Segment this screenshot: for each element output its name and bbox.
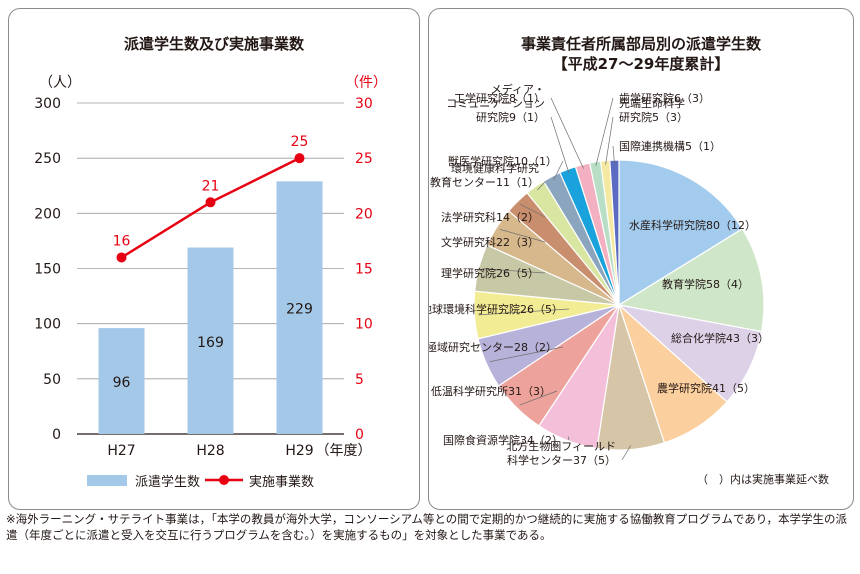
line-value-label: 25 — [291, 134, 309, 150]
leader-line — [519, 390, 558, 406]
legend-bar-swatch — [87, 475, 127, 486]
bar — [276, 181, 323, 434]
students-projects-chart-panel: 派遣学生数及び実施事業数 （人） （件） 96 169 229 16 21 25 0 50… — [8, 8, 420, 510]
right-axis-unit: （件） — [345, 75, 387, 91]
leader-line — [621, 445, 631, 461]
right-tick-label: 20 — [355, 206, 373, 222]
leader-line — [605, 116, 614, 165]
legend-bar-label: 派遣学生数 — [135, 474, 200, 490]
pie-note: （ ）内は実施事業延べ数 — [697, 472, 829, 486]
right-tick-label: 5 — [355, 372, 364, 388]
pie-slice-label: 歯学研究院6（3） — [619, 91, 710, 105]
bar — [187, 247, 234, 434]
pie-slice-label: 低温科学研究所31（3） — [431, 384, 551, 398]
right-tick-label: 0 — [355, 427, 364, 443]
pie-slice-label: 北方生物圏フィールド科学センター37（5） — [506, 439, 616, 467]
pie-title-line: 事業責任者所属部局別の派遣学生数 — [521, 35, 762, 53]
leader-line — [499, 229, 546, 243]
leader-line — [482, 268, 546, 274]
line-value-label: 21 — [202, 178, 220, 194]
pie-chart: 事業責任者所属部局別の派遣学生数【平成27〜29年度累計】 水産科学研究院80（… — [415, 35, 829, 486]
left-tick-label: 100 — [34, 317, 61, 333]
pie-slice-label: 環境健康科学研究教育センター11（1） — [430, 161, 539, 189]
pie-slice-label: 国際連携機構5（1） — [619, 139, 721, 153]
left-tick-label: 250 — [34, 151, 61, 167]
right-tick-label: 30 — [355, 96, 373, 112]
pie-slice — [617, 227, 765, 333]
pie-title-line: 【平成27〜29年度累計】 — [553, 55, 730, 73]
leader-line — [489, 346, 564, 362]
x-tick-label: H29 — [285, 443, 313, 459]
pie-slice-label: 理学研究院26（5） — [441, 266, 539, 280]
x-unit-label: （年度） — [316, 443, 372, 459]
line-series — [120, 157, 301, 259]
left-tick-label: 200 — [34, 206, 61, 222]
left-tick-label: 150 — [34, 262, 61, 278]
leader-line — [550, 116, 570, 174]
leader-line — [537, 181, 546, 191]
right-tick-label: 15 — [355, 262, 373, 278]
legend-line-label: 実施事業数 — [249, 474, 314, 490]
right-tick-label: 25 — [355, 151, 373, 167]
bar-value-label: 96 — [113, 375, 131, 391]
left-tick-label: 0 — [52, 427, 61, 443]
pie-slice-label: 総合化学院43（3） — [671, 331, 769, 345]
department-pie-chart-panel: 事業責任者所属部局別の派遣学生数 【平成27〜29年度累計】 水産科学研究院80（… — [415, 8, 854, 510]
pie-slice-label: 地球環境科学研究院26（5） — [429, 302, 563, 316]
pie-slice-label: 法学研究科14（2） — [441, 210, 539, 224]
leader-line — [595, 97, 614, 167]
bar-value-label: 169 — [197, 335, 224, 351]
x-tick-label: H28 — [196, 443, 224, 459]
right-tick-label: 10 — [355, 317, 373, 333]
line-point — [294, 153, 305, 164]
line-point — [116, 252, 127, 263]
pie-slice-label: 文学研究科22（3） — [441, 235, 539, 249]
pie-slice-label: 水産科学研究院80（12） — [629, 218, 756, 232]
footnote: ※海外ラーニング・サテライト事業は，「本学の教員が海外大学，コンソーシアム等との… — [6, 512, 847, 542]
leader-line — [520, 204, 546, 218]
left-tick-label: 300 — [34, 96, 61, 112]
x-tick-label: H27 — [107, 443, 135, 459]
leader-line — [553, 160, 564, 181]
pie-slice-label: 国際食資源学院34（2） — [443, 433, 563, 447]
line-value-label: 16 — [113, 233, 131, 249]
pie-slice-label: メディア・コミュニケーション研究院9（1） — [446, 82, 545, 124]
leader-line — [612, 145, 615, 165]
pie-slice-label: 北極域研究センター28（2） — [429, 340, 557, 354]
pie-title: 事業責任者所属部局別の派遣学生数【平成27〜29年度累計】 — [521, 35, 762, 73]
pie-slice-label: 教育学院58（4） — [662, 277, 749, 291]
leader-line — [567, 436, 570, 441]
pie-slice-label: 農学研究院41（5） — [657, 381, 755, 395]
leader-line — [478, 308, 570, 316]
legend-line-marker — [219, 475, 229, 485]
leader-line — [550, 97, 584, 169]
left-axis-unit: （人） — [39, 75, 81, 91]
pie-slice-label: 獣医学研究院10（1） — [448, 154, 557, 168]
line-point — [205, 197, 216, 208]
left-tick-label: 50 — [43, 372, 61, 388]
pie-slice-label: 工学研究院8（1） — [454, 91, 545, 105]
bar — [98, 328, 145, 434]
pie-slice — [618, 159, 744, 307]
bar-value-label: 229 — [286, 302, 313, 318]
chart-title: 派遣学生数及び実施事業数 — [124, 35, 305, 53]
pie-slice-label: 先端生命科学研究院5（3） — [619, 96, 688, 124]
